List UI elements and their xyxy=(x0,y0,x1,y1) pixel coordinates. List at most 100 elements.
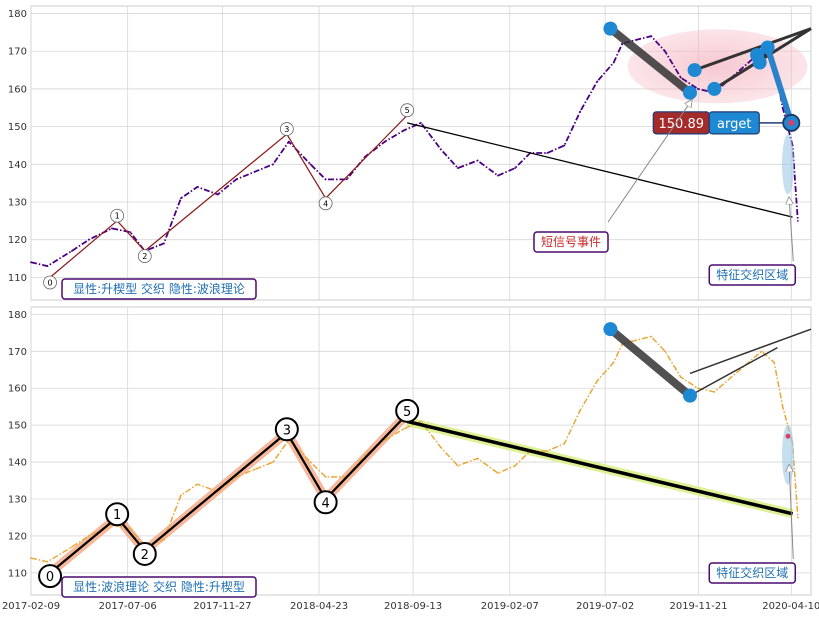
wedge-point xyxy=(687,63,702,78)
wave-marker xyxy=(132,541,157,566)
price-point xyxy=(196,483,199,486)
price-point xyxy=(612,361,615,364)
y-tick-label: 120 xyxy=(8,531,27,542)
price-point xyxy=(713,391,716,393)
short-signal-label: 短信号事件 xyxy=(541,235,601,249)
feature-zone-label: 特征交织区域 xyxy=(716,565,788,580)
y-tick-label: 180 xyxy=(8,310,27,321)
price-point xyxy=(30,557,32,559)
price-point xyxy=(760,350,763,353)
price-point xyxy=(612,61,615,64)
feature-zone-ellipse xyxy=(781,424,794,485)
wave-label: 5 xyxy=(405,106,410,115)
price-point xyxy=(664,50,666,53)
x-tick-label: 2019-07-02 xyxy=(576,601,634,612)
wave-label: 1 xyxy=(113,508,121,523)
price-point xyxy=(364,453,366,456)
price-point xyxy=(253,468,256,471)
price-point xyxy=(216,193,219,196)
y-tick-label: 120 xyxy=(8,235,27,246)
y-tick-label: 130 xyxy=(8,495,27,506)
price-point xyxy=(272,461,274,463)
wave-label: 1 xyxy=(115,212,120,221)
y-tick-label: 130 xyxy=(8,198,27,209)
price-point xyxy=(287,140,290,143)
wedge-point xyxy=(752,55,767,70)
wedge-point xyxy=(603,322,618,337)
price-point xyxy=(696,88,699,90)
legend-text: 显性:波浪理论 交织 隐性:升楔型 xyxy=(73,579,245,594)
wave-marker xyxy=(318,196,333,211)
short-signal-box xyxy=(533,231,609,253)
y-tick-label: 140 xyxy=(8,458,27,469)
price-point xyxy=(635,39,637,41)
feature-zone-box xyxy=(708,264,797,286)
wave-marker xyxy=(105,502,130,527)
wave-marker xyxy=(110,208,125,223)
wave-label: 3 xyxy=(283,423,291,438)
y-tick-label: 110 xyxy=(8,273,27,284)
price-point xyxy=(162,538,165,541)
price-point xyxy=(110,227,113,230)
legend-text: 显性:升楔型 交织 隐性:波浪理论 xyxy=(73,281,245,296)
wave-marker xyxy=(137,249,152,264)
price-point xyxy=(781,106,784,109)
trend-line xyxy=(406,419,793,516)
feature-zone-arrow xyxy=(789,468,794,560)
price-point xyxy=(497,472,499,475)
price-point xyxy=(546,152,549,154)
shared-x-axis: 2017-02-09 2017-07-06 2017-11-27 2018-04-23… xyxy=(2,601,819,612)
price-point xyxy=(420,121,422,124)
legend-box xyxy=(61,576,257,598)
trend-line xyxy=(407,122,793,218)
price-point xyxy=(579,409,582,412)
wedge-segment xyxy=(607,25,693,96)
price-point xyxy=(456,167,459,169)
feature-zone-box xyxy=(708,562,797,584)
price-point xyxy=(196,186,199,188)
price-point xyxy=(30,261,32,264)
price-point xyxy=(546,450,549,452)
price-point xyxy=(272,163,274,166)
price-point xyxy=(476,457,479,460)
price-point xyxy=(456,464,459,467)
price-point xyxy=(563,144,566,147)
price-point xyxy=(635,339,637,342)
y-tick-label: 160 xyxy=(8,384,27,395)
x-tick-label: 2019-11-21 xyxy=(669,601,727,612)
plot-frame xyxy=(30,306,812,596)
wave-label: 0 xyxy=(46,570,54,585)
price-series-line xyxy=(30,335,799,563)
price-point xyxy=(650,35,653,38)
wedge-upper-line xyxy=(689,328,812,375)
price-point xyxy=(596,379,599,382)
price-point xyxy=(383,439,386,441)
short-signal-arrow xyxy=(607,103,690,223)
wave-line xyxy=(49,413,408,574)
feature-zone-dot xyxy=(785,433,791,439)
price-point xyxy=(420,420,422,423)
y-tick-label: 170 xyxy=(8,347,27,358)
price-point xyxy=(497,174,499,177)
price-point xyxy=(253,170,256,173)
wave-line xyxy=(49,114,408,278)
price-point xyxy=(46,560,49,563)
y-tick-label: 170 xyxy=(8,47,27,58)
wedge-point xyxy=(682,388,697,403)
x-tick-label: 2017-07-06 xyxy=(99,601,157,612)
wave-marker xyxy=(38,564,63,589)
price-point xyxy=(796,219,799,222)
feature-zone-ellipse xyxy=(781,134,794,195)
price-point xyxy=(383,140,386,143)
price-point xyxy=(70,250,73,252)
wave-label: 4 xyxy=(323,199,328,208)
price-point xyxy=(324,475,327,478)
wedge-point xyxy=(707,81,722,96)
price-point xyxy=(514,167,516,169)
x-tick-label: 2017-11-27 xyxy=(193,601,251,612)
y-tick-label: 180 xyxy=(8,9,27,20)
bottom-panel: 110 120 130 140 150 160 170 180 0 1 2 3 4 5 特征交织区域显性:波… xyxy=(8,306,812,598)
price-point xyxy=(796,516,799,519)
wave-label: 2 xyxy=(142,252,147,261)
wave-label: 2 xyxy=(141,548,149,563)
